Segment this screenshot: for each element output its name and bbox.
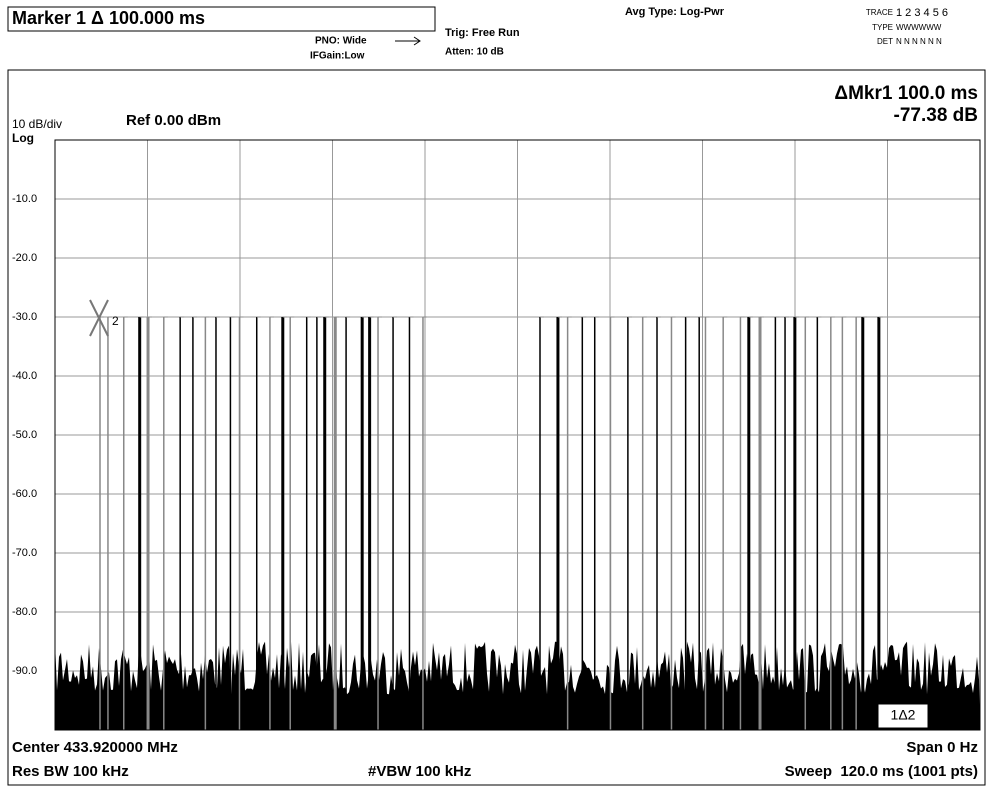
y-label: -40.0 [12, 370, 37, 382]
type-vals: WWWWWW [896, 23, 942, 32]
marker-box [7, 6, 436, 32]
graticule-frame [54, 139, 981, 731]
y-label: -10.0 [12, 193, 37, 205]
type-label: TYPE [872, 23, 893, 32]
delta-label: 1Δ2 [891, 707, 916, 723]
rbw: Res BW 100 kHz [12, 763, 129, 780]
atten: Atten: 10 dB [445, 47, 504, 58]
det-vals: N N N N N N [896, 37, 942, 46]
y-label: -90.0 [12, 665, 37, 677]
delta-marker: ΔMkr1 100.0 ms [834, 83, 978, 104]
marker-x [89, 299, 109, 337]
y-label: -30.0 [12, 311, 37, 323]
scale-div: 10 dB/div [12, 117, 62, 131]
sweep: Sweep 120.0 ms (1001 pts) [785, 763, 978, 780]
trace-label: TRACE [866, 8, 893, 17]
pno: PNO: Wide [315, 36, 367, 47]
delta-level: -77.38 dB [894, 105, 978, 126]
y-label: -20.0 [12, 252, 37, 264]
trace-nums: 1 2 3 4 5 6 [896, 7, 948, 19]
marker-2: 2 [112, 314, 119, 328]
avg-type: Avg Type: Log-Pwr [625, 6, 725, 18]
span: Span 0 Hz [906, 739, 978, 756]
trig: Trig: Free Run [445, 27, 520, 39]
vbw: #VBW 100 kHz [368, 763, 471, 780]
det-label: DET [877, 37, 893, 46]
arrow [395, 36, 421, 46]
y-label: -50.0 [12, 429, 37, 441]
log-label: Log [12, 131, 34, 145]
delta-box [877, 703, 929, 729]
marker-text: Marker 1 Δ 100.000 ms [12, 8, 205, 28]
ifgain: IFGain:Low [310, 51, 365, 62]
center: Center 433.920000 MHz [12, 739, 178, 756]
y-label: -70.0 [12, 547, 37, 559]
y-label: -80.0 [12, 606, 37, 618]
y-label: -60.0 [12, 488, 37, 500]
ref-level: Ref 0.00 dBm [126, 112, 221, 129]
